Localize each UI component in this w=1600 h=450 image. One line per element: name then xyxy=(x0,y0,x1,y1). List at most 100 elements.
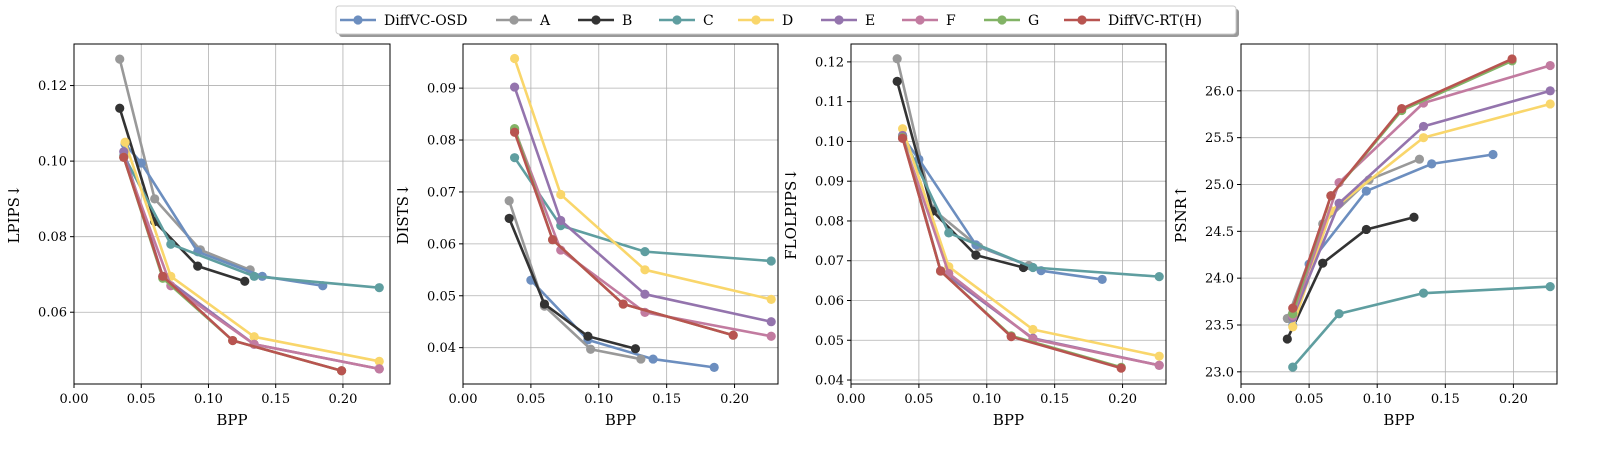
plots: 0.00 0.05 0.10 0.15 0.20 0.06 0.08 0.10 0.12 BPP L… xyxy=(5,43,1558,429)
legend-marker xyxy=(591,15,601,25)
y-tick-label: 24.5 xyxy=(1205,225,1234,240)
x-tick-label: 0.10 xyxy=(1363,392,1392,407)
legend-marker xyxy=(997,15,1007,25)
data-point xyxy=(120,137,130,147)
axes-frame xyxy=(73,43,391,385)
y-tick-label: 0.05 xyxy=(815,334,844,349)
x-tick-label: 0.10 xyxy=(584,392,613,407)
data-point xyxy=(504,213,514,224)
x-tick-label: 0.00 xyxy=(837,392,866,407)
legend-entry-diffvc-osd: DiffVC-OSD xyxy=(340,13,468,29)
legend-marker xyxy=(915,15,925,25)
legend-label: B xyxy=(622,13,632,29)
series-line xyxy=(529,279,715,369)
series-diffvc-rt-h- xyxy=(897,133,1126,373)
series-line xyxy=(901,137,1122,370)
x-tick-label: 0.15 xyxy=(652,392,681,407)
x-tick-label: 0.15 xyxy=(261,392,290,407)
y-tick-label: 0.09 xyxy=(427,82,456,97)
y-tick-label: 0.08 xyxy=(38,230,67,245)
data-point xyxy=(1418,288,1429,298)
y-tick-label: 0.04 xyxy=(815,374,844,389)
series-line xyxy=(901,128,1160,358)
legend-frame xyxy=(335,5,1237,35)
data-point xyxy=(1361,186,1371,196)
series-line xyxy=(1291,89,1551,318)
data-point xyxy=(228,335,238,346)
data-point xyxy=(119,152,129,162)
data-point xyxy=(1545,86,1555,96)
x-tick-label: 0.20 xyxy=(328,392,357,407)
chart-panel-1: 0.00 0.05 0.10 0.15 0.20 0.06 0.08 0.10 0.12 BPP L… xyxy=(5,43,391,429)
legend-label: G xyxy=(1028,13,1039,29)
x-axis-label: BPP xyxy=(1383,411,1414,429)
series-line xyxy=(122,156,342,373)
y-tick-label: 0.08 xyxy=(427,134,456,149)
legend-label: A xyxy=(539,13,551,29)
data-point xyxy=(556,215,566,226)
data-point xyxy=(249,332,259,342)
legend-entry-diffvc-rt-h-: DiffVC-RT(H) xyxy=(1064,13,1202,29)
legend-marker xyxy=(672,15,682,25)
data-point xyxy=(115,103,125,113)
series-d xyxy=(509,53,776,304)
data-point xyxy=(1116,363,1126,373)
data-point xyxy=(1097,274,1107,285)
data-point xyxy=(374,364,384,374)
data-point xyxy=(240,276,250,286)
series-line xyxy=(1291,64,1551,317)
y-tick-label: 0.07 xyxy=(815,254,844,269)
series-line xyxy=(901,134,1160,278)
data-point xyxy=(1507,54,1517,64)
series-c xyxy=(119,150,384,293)
data-point xyxy=(640,289,650,299)
data-point xyxy=(374,283,384,293)
data-point xyxy=(1334,309,1344,319)
data-point xyxy=(936,266,946,276)
series-line xyxy=(513,58,772,301)
data-point xyxy=(374,356,384,366)
y-tick-label: 0.06 xyxy=(38,306,67,321)
legend-label: F xyxy=(946,13,956,29)
series-b xyxy=(504,213,641,354)
series-line xyxy=(1291,57,1513,309)
y-tick-label: 0.04 xyxy=(427,341,456,356)
data-point xyxy=(630,344,641,354)
data-point xyxy=(115,54,125,64)
legend-entry-c: C xyxy=(659,13,714,29)
series-diffvc-rt-h- xyxy=(509,127,738,340)
legend-entry-d: D xyxy=(738,13,793,29)
series-a xyxy=(504,196,646,364)
series-e xyxy=(1288,86,1555,323)
data-point xyxy=(509,153,520,163)
y-tick-label: 0.06 xyxy=(815,294,844,309)
legend-entry-f: F xyxy=(902,13,956,29)
chart-panel-3: 0.00 0.05 0.10 0.15 0.20 0.04 0.05 0.06 0.07 0.08… xyxy=(782,43,1167,429)
legend-entry-b: B xyxy=(578,13,632,29)
data-point xyxy=(150,194,160,204)
data-point xyxy=(1282,334,1292,344)
data-point xyxy=(640,247,650,257)
x-tick-label: 0.10 xyxy=(972,392,1001,407)
data-point xyxy=(166,239,176,249)
data-point xyxy=(1028,324,1038,335)
y-tick-label: 0.11 xyxy=(815,95,844,110)
legend-label: E xyxy=(865,13,875,29)
axes-frame xyxy=(462,43,779,385)
y-axis-label: LPIPS↓ xyxy=(5,185,23,244)
data-point xyxy=(548,235,558,245)
data-point xyxy=(1334,198,1344,208)
data-point xyxy=(509,82,520,92)
y-tick-label: 0.07 xyxy=(427,185,456,200)
y-axis-label: DISTS↓ xyxy=(394,183,412,244)
data-point xyxy=(766,294,776,304)
series-line xyxy=(513,129,772,338)
series-g xyxy=(1288,56,1517,319)
x-axis-label: BPP xyxy=(216,411,247,429)
legend-entry-a: A xyxy=(496,13,551,29)
data-point xyxy=(1545,60,1555,71)
data-point xyxy=(892,76,902,86)
data-point xyxy=(728,330,738,340)
series-diffvc-rt-h- xyxy=(119,152,347,376)
data-point xyxy=(1545,281,1555,292)
